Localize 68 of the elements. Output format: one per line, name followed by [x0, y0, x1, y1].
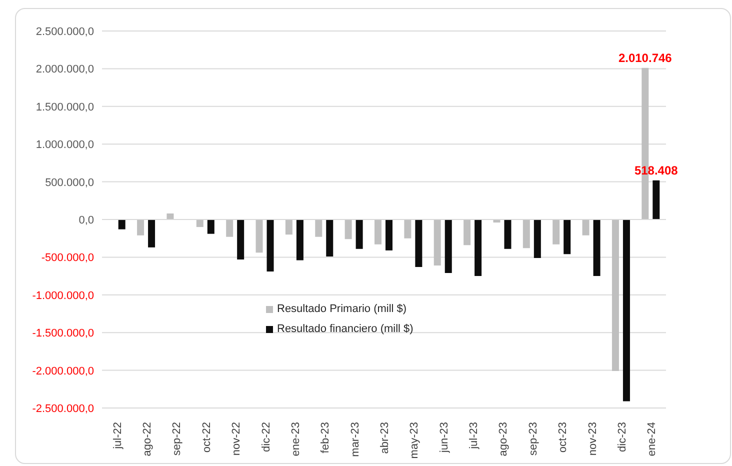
x-tick-label: jul-23 — [468, 422, 480, 450]
x-tick-label: ene-24 — [646, 422, 658, 456]
bar — [444, 220, 452, 274]
bar — [504, 220, 512, 249]
bar — [266, 220, 274, 272]
x-tick-label: may-23 — [408, 422, 421, 459]
y-tick-label: -1.000.000,0 — [32, 290, 94, 302]
bar — [296, 220, 304, 260]
data-label: 518.408 — [634, 163, 678, 178]
bar — [344, 220, 352, 240]
y-tick-label: -500.000,0 — [41, 252, 94, 264]
bar — [593, 220, 600, 276]
bar — [374, 220, 382, 244]
bar — [256, 220, 263, 253]
x-tick-label: jul-22 — [112, 422, 124, 450]
x-tick-label: ene-23 — [290, 422, 302, 456]
y-tick-label: 1.000.000,0 — [36, 139, 94, 152]
bar — [474, 220, 482, 276]
bar — [166, 213, 174, 220]
bar — [552, 220, 560, 244]
y-tick-label: -2.500.000,0 — [32, 403, 94, 415]
y-tick-label: 2.000.000,0 — [36, 64, 94, 76]
bar — [137, 220, 144, 236]
x-tick-label: sep-22 — [171, 422, 184, 456]
bar — [564, 220, 571, 254]
y-tick-label: -1.500.000,0 — [32, 328, 94, 340]
y-tick-label: -2.000.000,0 — [32, 365, 94, 378]
bar — [315, 220, 322, 237]
x-tick-label: ago-22 — [142, 422, 154, 456]
bar — [326, 220, 334, 256]
x-tick-label: nov-23 — [586, 422, 599, 456]
bar — [464, 220, 471, 246]
bar — [386, 220, 392, 250]
x-tick-label: oct-22 — [200, 422, 213, 453]
legend-label: Resultado Primario (mill $) — [277, 303, 407, 315]
y-tick-label: 1.500.000,0 — [36, 101, 94, 114]
x-tick-label: dic-23 — [616, 422, 628, 452]
x-tick-label: ago-23 — [498, 422, 510, 456]
bar — [148, 220, 156, 248]
bar — [404, 220, 412, 238]
bar — [652, 180, 660, 220]
bar — [582, 220, 590, 236]
bar — [226, 220, 234, 237]
x-tick-label: sep-23 — [527, 422, 540, 456]
data-label: 2.010.746 — [618, 50, 672, 65]
bar — [237, 220, 244, 260]
bar — [415, 220, 422, 267]
x-tick-label: abr-23 — [379, 422, 391, 454]
legend-label: Resultado financiero (mill $) — [277, 323, 414, 335]
bar — [196, 220, 204, 228]
x-tick-label: dic-22 — [260, 422, 272, 452]
x-tick-label: jun-23 — [438, 422, 450, 454]
bar — [534, 220, 541, 258]
bar — [285, 220, 292, 235]
bar — [207, 220, 214, 234]
bar — [356, 220, 363, 249]
bar — [612, 220, 619, 372]
bar — [118, 220, 126, 230]
y-tick-label: 500.000,0 — [45, 176, 94, 189]
x-tick-label: oct-23 — [557, 422, 570, 453]
x-tick-label: feb-23 — [320, 422, 332, 454]
bar — [522, 220, 530, 248]
y-tick-label: 0,0 — [78, 214, 94, 226]
y-tick-label: 2.500.000,0 — [36, 26, 94, 38]
x-tick-label: nov-22 — [230, 422, 243, 456]
x-tick-label: mar-23 — [349, 422, 362, 457]
bar — [434, 220, 441, 266]
bar — [622, 220, 630, 402]
